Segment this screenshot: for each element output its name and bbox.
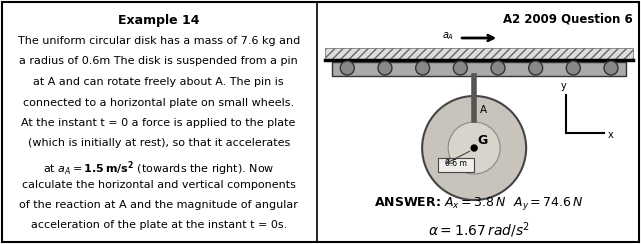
Ellipse shape [567,61,580,75]
Ellipse shape [453,61,467,75]
Text: Example 14: Example 14 [118,14,199,27]
Text: 0.6 m: 0.6 m [445,159,467,168]
Ellipse shape [340,61,354,75]
Text: A2 2009 Question 6: A2 2009 Question 6 [503,12,633,25]
Text: connected to a horizontal plate on small wheels.: connected to a horizontal plate on small… [23,98,294,108]
Text: ANSWER: $A_x = 3.8\,N$  $A_y = 74.6\,N$: ANSWER: $A_x = 3.8\,N$ $A_y = 74.6\,N$ [374,195,584,212]
Bar [332,62,626,76]
Text: of the reaction at A and the magnitude of angular: of the reaction at A and the magnitude o… [19,200,298,210]
Text: A: A [480,105,487,115]
Text: $a_A$: $a_A$ [442,30,454,42]
Ellipse shape [415,61,429,75]
Ellipse shape [491,61,505,75]
Text: a radius of 0.6m The disk is suspended from a pin: a radius of 0.6m The disk is suspended f… [19,57,298,67]
Text: at $a_A = \mathbf{1.5\,m/s^2}$ (towards the right). Now: at $a_A = \mathbf{1.5\,m/s^2}$ (towards … [43,159,274,178]
Text: x: x [608,130,613,140]
Ellipse shape [604,61,618,75]
Text: G: G [477,133,487,146]
Text: $\alpha = 1.67\,rad/s^2$: $\alpha = 1.67\,rad/s^2$ [428,220,530,240]
Circle shape [448,122,500,174]
Circle shape [422,96,526,200]
Bar [438,158,474,172]
Text: at A and can rotate freely about A. The pin is: at A and can rotate freely about A. The … [33,77,284,87]
Text: calculate the horizontal and vertical components: calculate the horizontal and vertical co… [22,180,296,190]
Circle shape [471,145,477,151]
Text: (which is initially at rest), so that it accelerates: (which is initially at rest), so that it… [28,139,290,149]
Ellipse shape [529,61,543,75]
Bar [325,48,633,60]
Ellipse shape [378,61,392,75]
Text: acceleration of the plate at the instant t = 0s.: acceleration of the plate at the instant… [31,221,287,231]
Text: The uniform circular disk has a mass of 7.6 kg and: The uniform circular disk has a mass of … [17,36,300,46]
Text: y: y [561,81,567,91]
Text: At the instant t = 0 a force is applied to the plate: At the instant t = 0 a force is applied … [21,118,296,128]
